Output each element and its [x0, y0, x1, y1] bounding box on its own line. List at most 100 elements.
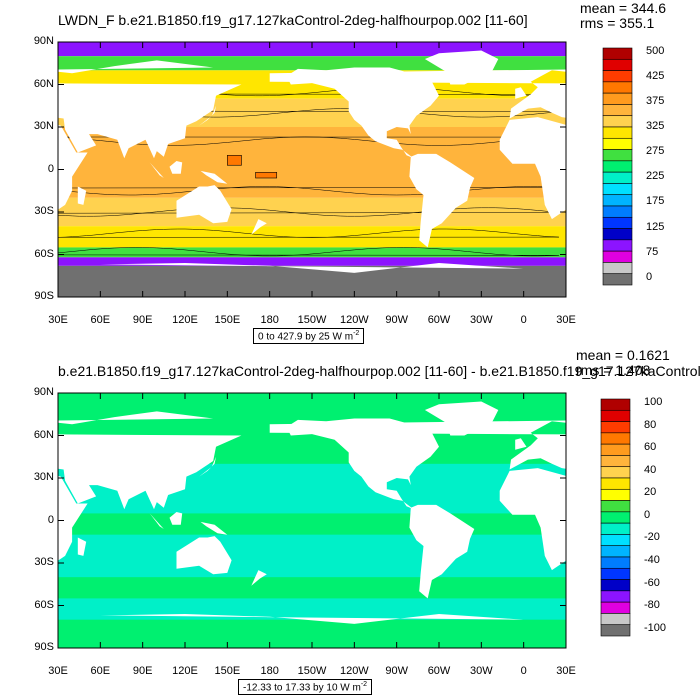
- land-10-2: [586, 538, 594, 556]
- contour-line-6: [58, 247, 559, 257]
- panel1-xlabel-3: 120E: [172, 314, 198, 326]
- land-6-0: [169, 161, 183, 174]
- panel1-colorbar-label-0: 500: [646, 45, 665, 57]
- panel2-colorbar-label-8: -60: [644, 576, 660, 589]
- panel1-contour-info: 0 to 427.9 by 25 W m-2: [253, 328, 365, 345]
- panel2-xlabel-12: 30E: [556, 665, 576, 677]
- panel2-xlabel-2: 90E: [132, 665, 153, 677]
- land-2-2: [685, 536, 700, 574]
- panel2-colorbar-swatch-2: [600, 421, 631, 434]
- panel2-colorbar-swatch-10: [600, 511, 631, 524]
- panel2-colorbar-swatch-16: [600, 579, 631, 592]
- band-south-mid: [58, 226, 566, 248]
- panel1-colorbar-swatch-1: [602, 58, 633, 71]
- panel1-colorbar-swatch-16: [602, 228, 633, 241]
- land-0-1: [58, 124, 88, 210]
- panel1-ylabel-0: 90N: [33, 35, 54, 47]
- panel2-colorbar-label-5: 0: [644, 508, 651, 521]
- panel1-colorbar-swatch-12: [602, 183, 633, 196]
- panel2-rms: rms = 1.408: [576, 362, 651, 378]
- land-2-2: [685, 185, 700, 223]
- panel1-contour-info-sup: -2: [353, 330, 360, 337]
- panel2-xlabel-11: 0: [520, 665, 527, 677]
- panel2-colorbar-swatch-8: [600, 488, 631, 501]
- panel2-colorbar-swatch-5: [600, 455, 631, 468]
- panel1-ylabel-6: 90S: [34, 290, 54, 302]
- panel2-xlabel-7: 120W: [339, 665, 369, 677]
- band-south-high: [58, 247, 566, 258]
- panel2-xlabel-9: 60W: [427, 665, 451, 677]
- panel2-colorbar-swatch-15: [600, 567, 631, 580]
- panel1-colorbar-swatch-17: [602, 239, 633, 252]
- land-13-1: [0, 614, 16, 648]
- panel2-colorbar-swatch-1: [600, 409, 631, 422]
- panel1-colorbar-label-7: 125: [646, 220, 665, 233]
- land-1-1: [58, 411, 242, 510]
- panel2-colorbar-swatch-4: [600, 443, 631, 456]
- band-negative-1: [58, 534, 566, 578]
- panel2-ylabel-6: 90S: [34, 641, 54, 653]
- panel1-colorbar-swatch-5: [602, 104, 633, 117]
- land-2-0: [176, 185, 232, 224]
- panel2-field: [0, 393, 700, 648]
- band-negative-2: [58, 598, 566, 620]
- panel1-xlabel-6: 150W: [297, 314, 327, 326]
- panel1-xlabel-8: 90W: [385, 314, 408, 326]
- panel1-colorbar-swatch-9: [602, 149, 633, 162]
- panel2-contour-info-text: -12.33 to 17.33 by 10 W m: [243, 682, 361, 694]
- panel1-rms: rms = 355.1: [580, 15, 655, 31]
- land-6-2: [678, 512, 691, 525]
- land-5-0: [424, 50, 499, 85]
- panel1-xlabel-2: 90E: [132, 314, 153, 326]
- panel1-colorbar-swatch-14: [602, 205, 633, 218]
- panel1-colorbar-label-2: 375: [646, 95, 665, 108]
- panel1-colorbar-label-1: 425: [646, 70, 665, 83]
- panel1-xlabel-9: 60W: [427, 314, 451, 326]
- warm-pool-1: [255, 172, 278, 179]
- contour-line-2: [58, 136, 559, 146]
- panel2-xlabel-5: 180: [260, 665, 279, 677]
- panel1-colorbar-swatch-19: [602, 262, 633, 275]
- land-12-0: [251, 570, 267, 586]
- land-10-2: [586, 187, 594, 205]
- land-13-1: [0, 263, 16, 297]
- panel2-colorbar-swatch-20: [600, 624, 631, 637]
- panel2-colorbar-label-2: 60: [644, 441, 657, 454]
- panel2-title: b.e21.B1850.f19_g17.127kaControl-2deg-ha…: [58, 363, 700, 379]
- land-10-0: [77, 537, 87, 556]
- panel1-colorbar-label-6: 175: [646, 195, 665, 208]
- panel1-colorbar-swatch-11: [602, 171, 633, 184]
- panel1-field: [0, 42, 700, 297]
- panel1-colorbar-swatch-2: [602, 70, 633, 83]
- panel2-colorbar-label-4: 20: [644, 486, 657, 499]
- contour-line-4: [58, 207, 559, 217]
- land-11-1: [7, 87, 18, 98]
- panel2-colorbar-swatch-18: [600, 601, 631, 614]
- land-7-2: [658, 513, 672, 529]
- panel2-colorbar-swatch-12: [600, 534, 631, 547]
- panel2-ylabel-2: 30N: [33, 471, 54, 483]
- panel1-colorbar-label-4: 275: [646, 145, 665, 158]
- panel2-colorbar-label-1: 80: [644, 418, 657, 431]
- land-3-0: [286, 67, 439, 159]
- land-7-0: [149, 162, 164, 178]
- panel2-colorbar-swatch-0: [600, 398, 631, 411]
- land-13-0: [100, 614, 524, 648]
- panel2-ylabel-1: 60N: [33, 428, 54, 441]
- land-6-0: [169, 512, 183, 525]
- land-0-0: [499, 468, 566, 571]
- panel2-colorbar-swatch-3: [600, 432, 631, 445]
- panel2-colorbar-label-7: -40: [644, 554, 660, 566]
- panel2-xlabel-3: 120E: [172, 665, 198, 677]
- land-11-0: [515, 438, 527, 450]
- panel2-contour-info-sup: -2: [360, 681, 368, 688]
- panel1-colorbar-label-5: 225: [646, 170, 665, 183]
- land-1-1: [58, 60, 242, 159]
- band-south-sub: [58, 197, 566, 227]
- land-2-0: [176, 536, 232, 575]
- land-8-0: [200, 521, 228, 535]
- panel1-colorbar-swatch-0: [602, 47, 633, 60]
- panel2-colorbar-label-0: 100: [644, 396, 663, 408]
- panel1-xlabel-1: 60E: [90, 314, 111, 326]
- panel1-xlabel-11: 0: [520, 314, 527, 326]
